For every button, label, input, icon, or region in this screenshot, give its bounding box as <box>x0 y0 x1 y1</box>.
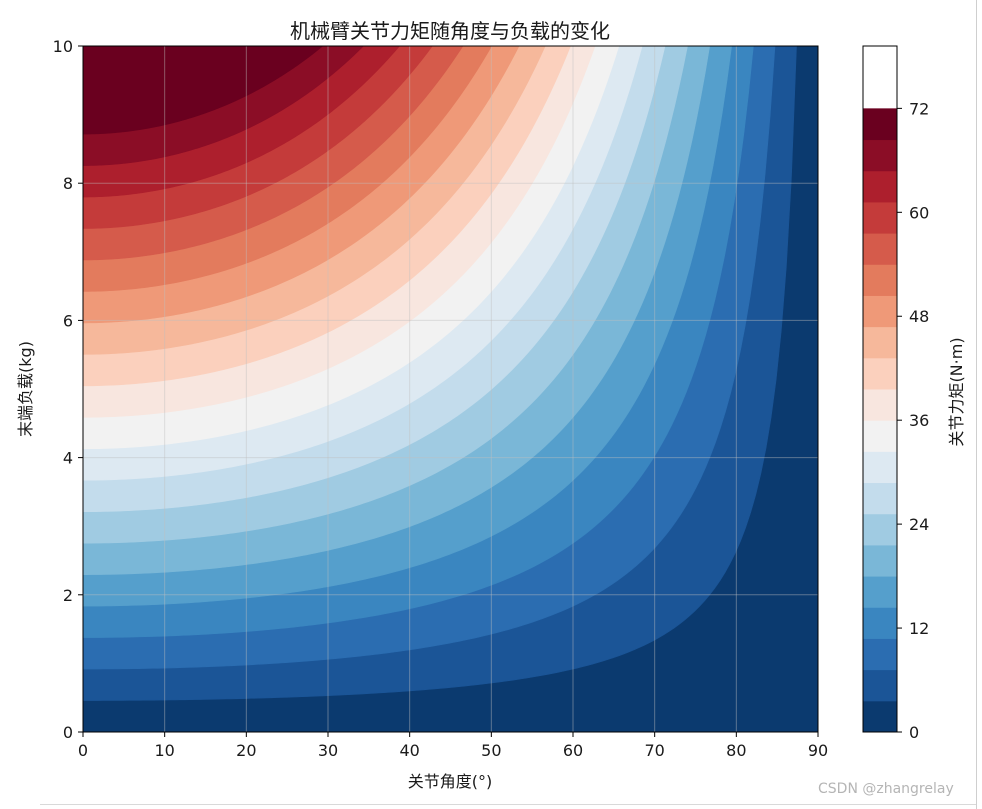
y-axis: 0 2 4 6 8 10 <box>53 37 83 742</box>
x-tick-label: 30 <box>318 741 338 760</box>
chart-title: 机械臂关节力矩随角度与负载的变化 <box>290 19 610 43</box>
colorbar-segment-19 <box>863 108 897 141</box>
colorbar-frame <box>862 45 898 733</box>
colorbar-segment-3 <box>863 607 897 639</box>
colorbar-segment-18 <box>863 139 897 172</box>
y-tick-label: 10 <box>53 37 73 56</box>
colorbar-tick-label: 48 <box>909 307 929 326</box>
x-tick-label: 0 <box>78 741 88 760</box>
colorbar-tick-label: 60 <box>909 203 929 222</box>
x-tick-label: 50 <box>481 741 501 760</box>
x-tick-label: 20 <box>236 741 256 760</box>
colorbar-tick-label: 36 <box>909 411 929 430</box>
colorbar-segment-2 <box>863 638 897 671</box>
x-tick-label: 10 <box>154 741 174 760</box>
colorbar-segment-15 <box>863 233 897 265</box>
x-tick-label: 90 <box>808 741 828 760</box>
window-border-right <box>976 0 977 809</box>
y-tick-label: 6 <box>63 311 73 330</box>
x-tick-label: 80 <box>726 741 746 760</box>
colorbar <box>863 108 897 733</box>
y-axis-label: 末端负载(kg) <box>16 341 35 437</box>
x-tick-label: 40 <box>399 741 419 760</box>
colorbar-segment-4 <box>863 576 897 608</box>
contour-band-19 <box>83 46 324 135</box>
colorbar-tick-label: 0 <box>909 723 919 742</box>
x-axis: 0 10 20 30 40 50 60 70 80 90 <box>78 732 828 760</box>
colorbar-axis: 0 12 24 36 48 60 72 <box>897 99 929 742</box>
x-axis-label: 关节角度(°) <box>408 772 493 791</box>
colorbar-segment-9 <box>863 420 897 452</box>
colorbar-segment-11 <box>863 357 897 390</box>
colorbar-segment-17 <box>863 170 897 203</box>
colorbar-segment-5 <box>863 544 897 577</box>
plot-area-frame <box>82 45 819 733</box>
colorbar-segment-13 <box>863 295 897 328</box>
colorbar-segment-10 <box>863 389 897 421</box>
y-tick-label: 0 <box>63 723 73 742</box>
colorbar-tick-label: 72 <box>909 99 929 118</box>
colorbar-label: 关节力矩(N·m) <box>947 337 966 446</box>
colorbar-segment-6 <box>863 513 897 546</box>
colorbar-segment-1 <box>863 669 897 702</box>
colorbar-segment-16 <box>863 201 897 234</box>
contour-fill <box>83 46 818 732</box>
colorbar-segment-0 <box>863 700 897 733</box>
y-tick-label: 2 <box>63 586 73 605</box>
y-tick-label: 8 <box>63 174 73 193</box>
colorbar-segment-8 <box>863 451 897 484</box>
x-tick-label: 60 <box>563 741 583 760</box>
y-tick-label: 4 <box>63 449 73 468</box>
watermark: CSDN @zhangrelay <box>818 781 954 797</box>
colorbar-tick-label: 24 <box>909 515 929 534</box>
grid-lines <box>83 46 818 732</box>
colorbar-segment-12 <box>863 326 897 359</box>
x-tick-label: 70 <box>644 741 664 760</box>
colorbar-tick-label: 12 <box>909 619 929 638</box>
colorbar-segment-14 <box>863 264 897 296</box>
window-border-bottom <box>40 804 976 805</box>
colorbar-segment-7 <box>863 482 897 515</box>
